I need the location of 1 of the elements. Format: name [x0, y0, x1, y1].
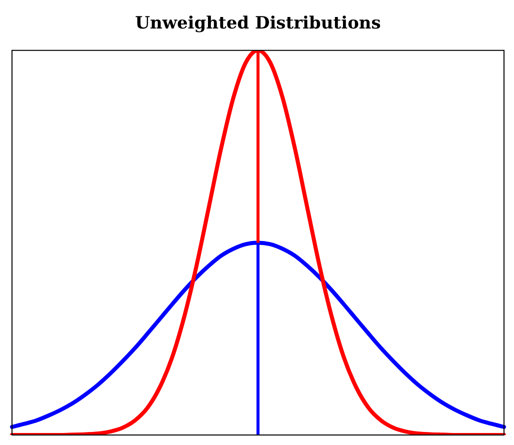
chart-title: Unweighted Distributions	[135, 14, 381, 34]
